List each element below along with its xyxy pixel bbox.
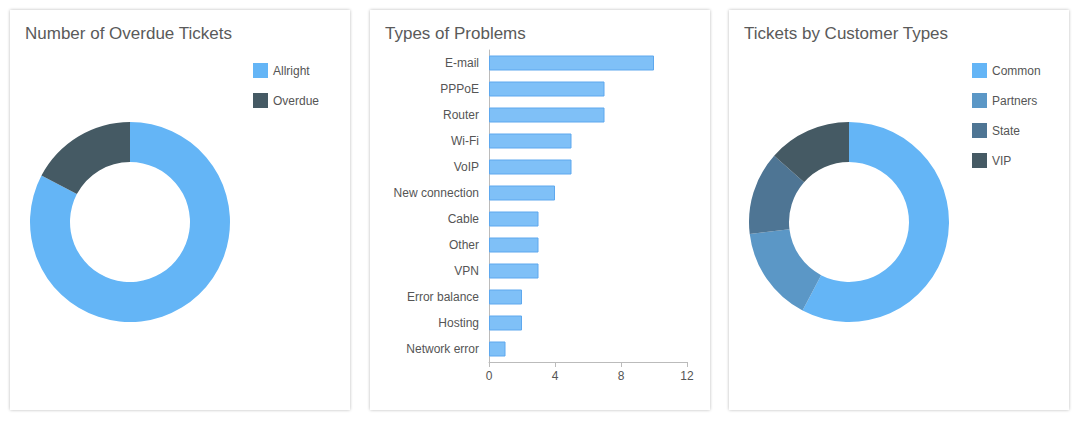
svg-text:Partners: Partners bbox=[992, 94, 1037, 108]
svg-text:VPN: VPN bbox=[454, 264, 479, 278]
svg-text:Cable: Cable bbox=[448, 212, 480, 226]
svg-text:VoIP: VoIP bbox=[454, 160, 479, 174]
svg-text:Number of Overdue Tickets: Number of Overdue Tickets bbox=[25, 24, 232, 43]
svg-text:Other: Other bbox=[449, 238, 479, 252]
svg-text:Overdue: Overdue bbox=[273, 94, 319, 108]
svg-text:8: 8 bbox=[618, 369, 625, 383]
svg-text:Wi-Fi: Wi-Fi bbox=[451, 134, 479, 148]
svg-text:VIP: VIP bbox=[992, 154, 1011, 168]
svg-text:Tickets by Customer Types: Tickets by Customer Types bbox=[744, 24, 948, 43]
svg-text:Error balance: Error balance bbox=[407, 290, 479, 304]
svg-text:Network error: Network error bbox=[406, 342, 479, 356]
svg-text:Allright: Allright bbox=[273, 64, 310, 78]
svg-text:Router: Router bbox=[443, 108, 479, 122]
svg-text:E-mail: E-mail bbox=[445, 56, 479, 70]
svg-text:0: 0 bbox=[486, 369, 493, 383]
svg-text:12: 12 bbox=[680, 369, 694, 383]
svg-text:PPPoE: PPPoE bbox=[440, 82, 479, 96]
svg-text:4: 4 bbox=[552, 369, 559, 383]
svg-text:Hosting: Hosting bbox=[438, 316, 479, 330]
svg-text:State: State bbox=[992, 124, 1020, 138]
svg-text:Common: Common bbox=[992, 64, 1041, 78]
svg-text:New connection: New connection bbox=[394, 186, 479, 200]
svg-text:Types of Problems: Types of Problems bbox=[385, 24, 526, 43]
